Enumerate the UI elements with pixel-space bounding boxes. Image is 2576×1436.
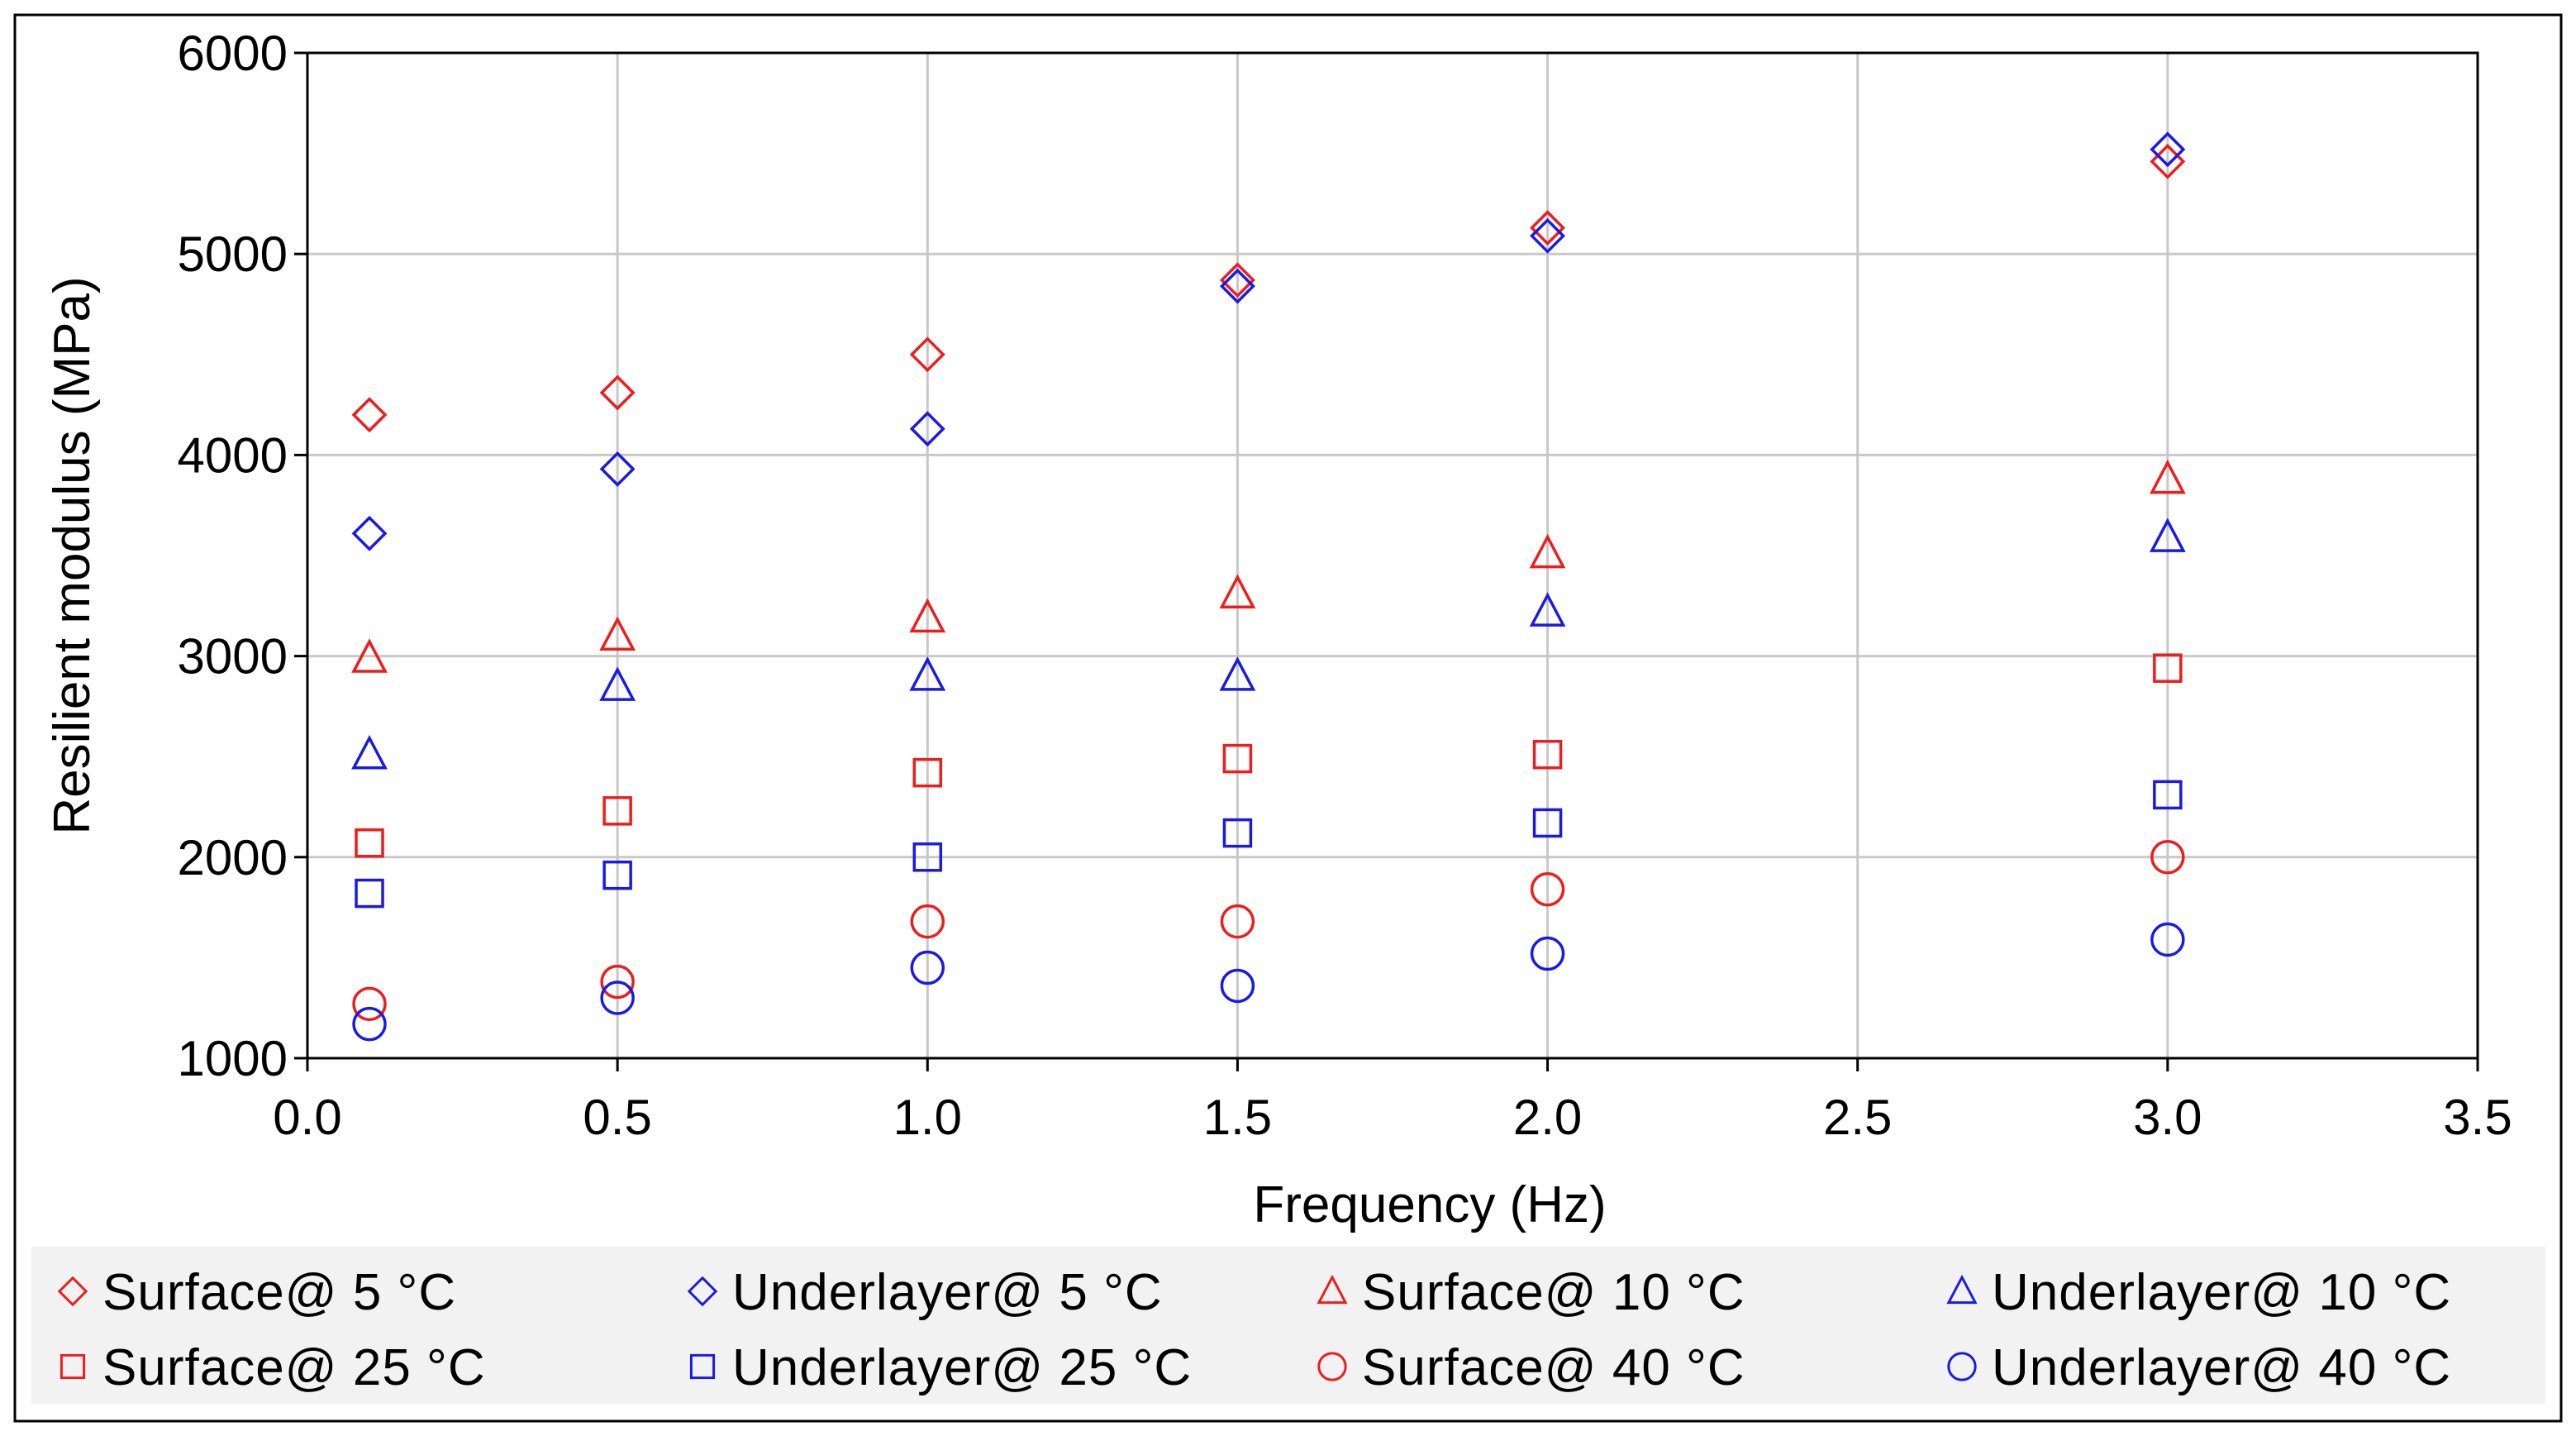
data-point-triangle bbox=[351, 735, 388, 770]
legend-label: Surface@ 40 °C bbox=[1362, 1339, 1745, 1396]
legend-label: Surface@ 5 °C bbox=[102, 1264, 456, 1321]
data-point-diamond bbox=[1219, 268, 1255, 304]
data-point-square bbox=[1532, 740, 1563, 770]
data-point-circle bbox=[910, 904, 945, 939]
x-tick-label: 0.5 bbox=[583, 1090, 651, 1145]
data-point-circle bbox=[600, 964, 635, 999]
data-point-triangle bbox=[1529, 592, 1566, 627]
data-point-circle bbox=[352, 1006, 387, 1042]
y-tick-label: 3000 bbox=[178, 629, 288, 685]
x-tick-label: 2.0 bbox=[1513, 1090, 1582, 1145]
legend-label: Underlayer@ 25 °C bbox=[732, 1339, 1192, 1396]
data-point-square bbox=[602, 796, 632, 826]
data-point-square bbox=[1532, 808, 1563, 838]
legend-label: Underlayer@ 40 °C bbox=[1992, 1339, 2451, 1396]
legend-label: Surface@ 25 °C bbox=[102, 1339, 486, 1396]
data-point-diamond bbox=[351, 397, 388, 433]
data-point-triangle bbox=[599, 616, 636, 651]
y-tick-label: 2000 bbox=[178, 830, 288, 885]
data-point-diamond bbox=[2150, 131, 2186, 168]
legend-area bbox=[31, 1247, 2545, 1404]
legend-marker bbox=[689, 1353, 716, 1380]
data-point-triangle bbox=[1529, 533, 1566, 569]
legend-marker bbox=[60, 1353, 86, 1380]
data-point-square bbox=[1222, 743, 1253, 774]
legend-entry: Underlayer@ 40 °C bbox=[1947, 1339, 2451, 1396]
data-point-triangle bbox=[909, 656, 946, 691]
legend-marker bbox=[1317, 1352, 1347, 1381]
data-points bbox=[351, 131, 2186, 1042]
data-point-square bbox=[355, 828, 384, 858]
data-point-circle bbox=[910, 950, 945, 985]
plot-area-border bbox=[306, 51, 2479, 1060]
x-axis-title: Frequency (Hz) bbox=[1253, 1176, 1606, 1233]
y-tick-label: 4000 bbox=[178, 427, 288, 483]
x-tick-label: 3.0 bbox=[2133, 1090, 2202, 1145]
data-point-square bbox=[2153, 653, 2183, 683]
data-point-triangle bbox=[1219, 656, 1256, 691]
data-point-diamond bbox=[1530, 210, 1566, 246]
data-point-diamond bbox=[1530, 217, 1566, 254]
legend-label: Underlayer@ 5 °C bbox=[732, 1264, 1163, 1321]
data-point-circle bbox=[352, 986, 387, 1022]
x-tick-label: 1.5 bbox=[1203, 1090, 1272, 1145]
legend-entry: Surface@ 5 °C bbox=[57, 1264, 456, 1321]
data-point-circle bbox=[1220, 904, 1255, 939]
legend-entry: Surface@ 10 °C bbox=[1317, 1264, 1745, 1321]
data-point-triangle bbox=[2149, 518, 2186, 552]
y-tick-label: 5000 bbox=[178, 227, 288, 282]
legend-marker bbox=[57, 1276, 88, 1307]
data-point-circle bbox=[1220, 968, 1255, 1004]
x-tick-label: 3.5 bbox=[2443, 1090, 2512, 1145]
data-point-circle bbox=[1530, 936, 1565, 971]
data-point-diamond bbox=[599, 451, 636, 487]
x-tick-label: 2.5 bbox=[1823, 1090, 1892, 1145]
data-point-circle bbox=[1530, 871, 1565, 907]
data-point-square bbox=[355, 878, 384, 909]
legend: Surface@ 5 °C Underlayer@ 5 °C Surface@ 10… bbox=[57, 1264, 2451, 1396]
x-tick-label: 1.0 bbox=[893, 1090, 962, 1145]
data-point-triangle bbox=[351, 638, 388, 673]
chart-outer-frame bbox=[13, 13, 2563, 1423]
legend-marker bbox=[1317, 1274, 1348, 1305]
legend-marker bbox=[1947, 1352, 1977, 1381]
legend-label: Surface@ 10 °C bbox=[1362, 1264, 1745, 1321]
data-point-triangle bbox=[599, 666, 636, 701]
legend-entry: Underlayer@ 25 °C bbox=[689, 1339, 1192, 1396]
axis-ticks: 1000 2000 3000 4000 5000 6000 0.0 0.5 1.0 1.5 2.0 2… bbox=[178, 26, 2512, 1145]
data-point-circle bbox=[600, 980, 635, 1015]
legend-entry: Surface@ 40 °C bbox=[1317, 1339, 1745, 1396]
data-point-square bbox=[602, 860, 632, 890]
data-point-square bbox=[912, 757, 943, 788]
legend-entry: Underlayer@ 5 °C bbox=[687, 1264, 1163, 1321]
legend-entry: Surface@ 25 °C bbox=[60, 1339, 486, 1396]
legend-entry: Underlayer@ 10 °C bbox=[1946, 1264, 2451, 1321]
grid-lines bbox=[307, 53, 2478, 1058]
x-tick-label: 0.0 bbox=[273, 1090, 341, 1145]
data-point-square bbox=[2153, 780, 2183, 810]
data-point-diamond bbox=[351, 515, 388, 551]
legend-label: Underlayer@ 10 °C bbox=[1992, 1264, 2451, 1321]
data-point-circle bbox=[2150, 840, 2185, 875]
y-axis-title: Resilient modulus (MPa) bbox=[44, 276, 101, 834]
data-point-diamond bbox=[599, 375, 636, 411]
data-point-triangle bbox=[2149, 459, 2186, 494]
data-point-circle bbox=[2150, 922, 2185, 957]
data-point-square bbox=[1222, 818, 1253, 848]
y-tick-label: 6000 bbox=[178, 26, 288, 81]
data-point-square bbox=[912, 842, 943, 872]
y-tick-label: 1000 bbox=[178, 1031, 288, 1086]
data-point-triangle bbox=[909, 598, 946, 633]
data-point-diamond bbox=[909, 411, 945, 447]
legend-marker bbox=[687, 1276, 718, 1307]
data-point-triangle bbox=[1219, 574, 1256, 608]
data-point-diamond bbox=[909, 336, 945, 373]
legend-marker bbox=[1946, 1274, 1978, 1305]
data-point-diamond bbox=[1219, 262, 1255, 298]
